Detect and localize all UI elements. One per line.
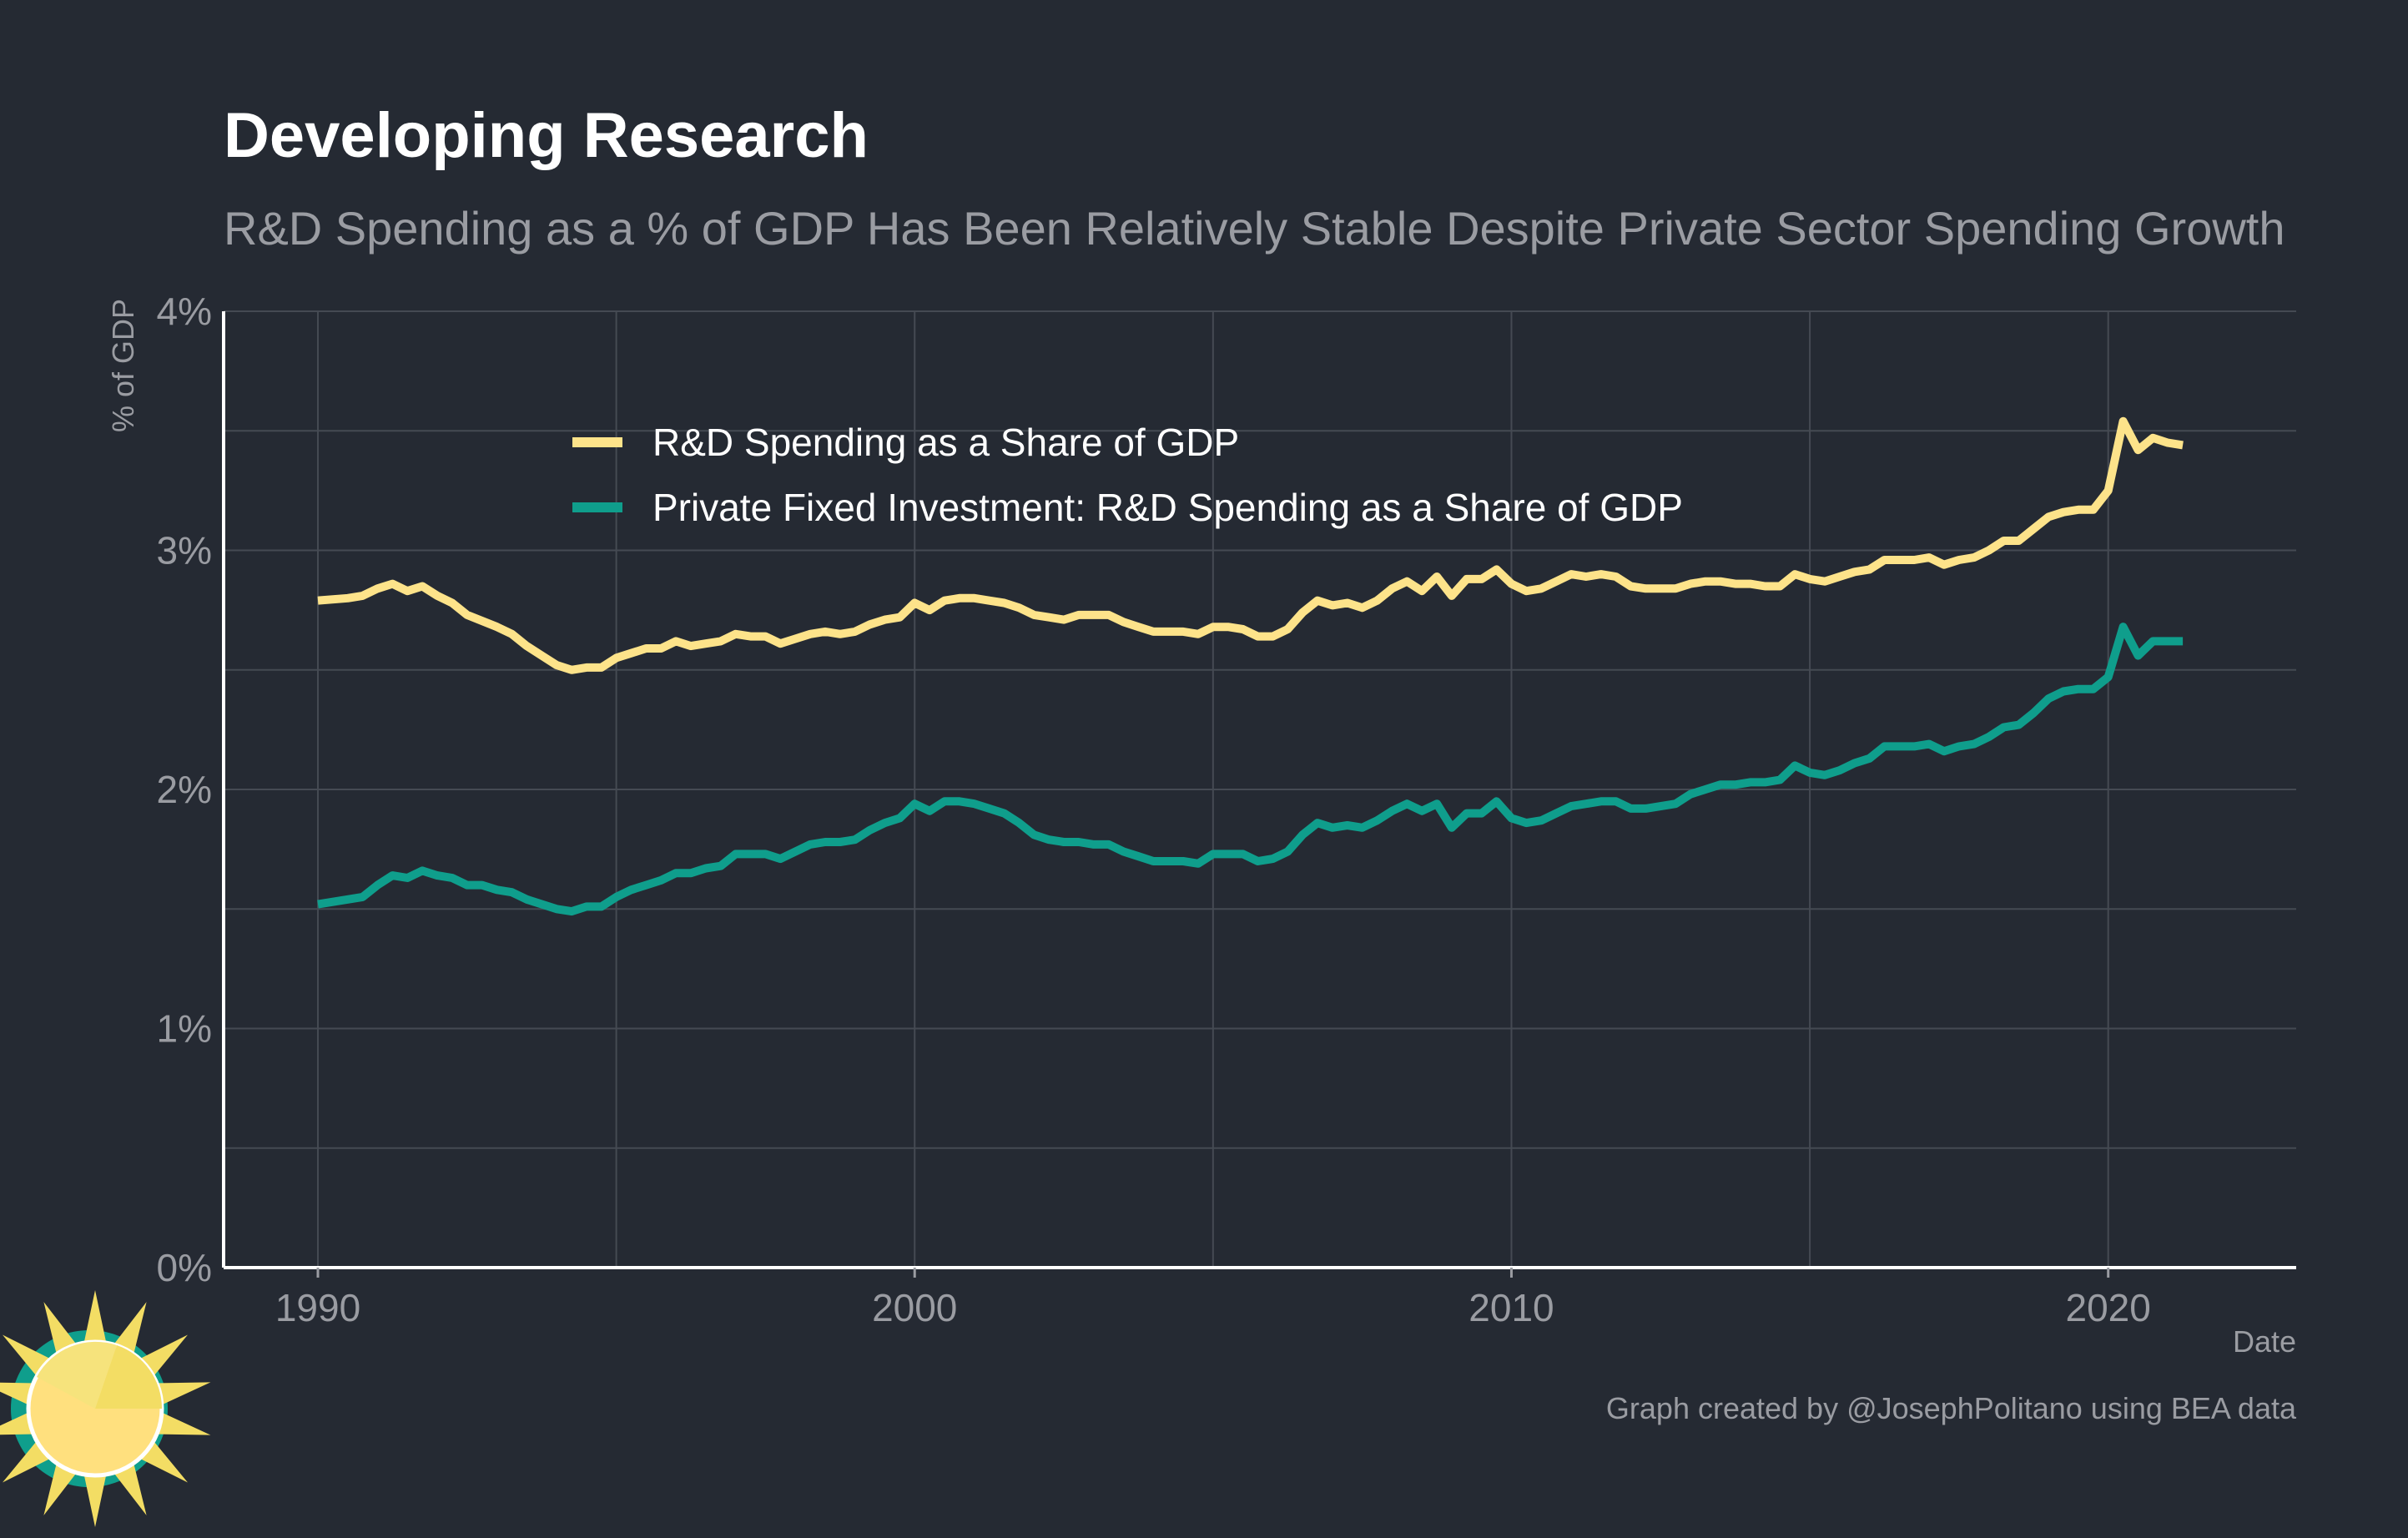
gridlines (224, 310, 2296, 1268)
y-axis-title: % of GDP (106, 299, 140, 432)
x-axis-title: Date (2233, 1324, 2296, 1359)
y-tick-label: 3% (157, 529, 212, 572)
legend-label-2: Private Fixed Investment: R&D Spending a… (652, 486, 1683, 529)
y-tick-label: 4% (157, 290, 212, 333)
series-line-1 (317, 416, 2184, 674)
x-tick-label: 2020 (2066, 1286, 2151, 1329)
series-lines (317, 416, 2184, 916)
x-tick-label: 1990 (275, 1286, 360, 1329)
x-axis-ticks: 1990 2000 2010 2020 (275, 1268, 2151, 1329)
x-tick-label: 2010 (1468, 1286, 1554, 1329)
caption: Graph created by @JosephPolitano using B… (1606, 1391, 2297, 1425)
legend: R&D Spending as a Share of GDP Private Fi… (572, 421, 1683, 529)
y-tick-label: 0% (157, 1246, 212, 1289)
series-line-2 (317, 623, 2184, 916)
sun-logo-icon (0, 1290, 211, 1527)
y-tick-label: 1% (157, 1007, 212, 1051)
x-tick-label: 2000 (872, 1286, 957, 1329)
chart-subtitle: R&D Spending as a % of GDP Has Been Rela… (224, 202, 2285, 255)
chart-title: Developing Research (224, 100, 869, 171)
y-axis-ticks: 0% 1% 2% 3% 4% (157, 290, 212, 1289)
legend-label-1: R&D Spending as a Share of GDP (652, 421, 1239, 464)
y-tick-label: 2% (157, 768, 212, 811)
